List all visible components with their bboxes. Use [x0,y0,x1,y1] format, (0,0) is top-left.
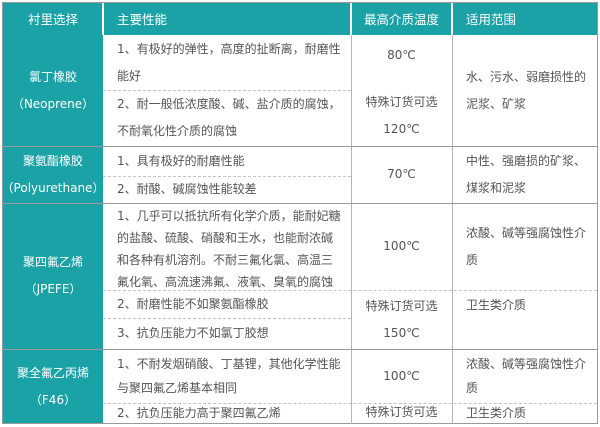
lining-name: 氯丁橡胶 [28,69,77,84]
lining-polyurethane: 聚氨酯橡胶 （Polyurethane） [1,146,105,203]
temp-cell: 70℃ [351,146,452,203]
temp-text: 80℃ [387,47,416,62]
header-text: 最高介质温度 [363,11,439,27]
property-text: 3、抗负压能力不如氯丁胶想 [117,326,269,340]
range-cell: 卫生类介质 [452,290,597,320]
temp-cell: 100℃ [351,349,452,403]
property-text: 2、耐一般低浓度酸、碱、盐介质的腐蚀，不耐氧化性介质的腐蚀 [117,97,341,138]
dashed-divider [103,290,597,291]
divider [451,3,453,35]
property-cell: 2、耐磨性能不如聚氨酯橡胶 [103,290,351,318]
lining-f46: 聚全氟乙丙烯 （F46） [3,349,103,424]
property-text: 2、耐磨性能不如聚氨酯橡胶 [117,296,269,311]
property-cell: 1、几乎可以抵抗所有化学介质，能耐妃糖的盐酸、硫酸、硝酸和王水，也能耐浓碱和各种… [103,203,351,290]
temp-text: 70℃ [387,167,416,181]
temp-special-text: 特殊订货可选 [365,298,438,313]
property-cell: 2、耐酸、碱腐蚀性能较差 [103,176,351,203]
property-cell: 1、具有极好的耐磨性能 [103,146,351,176]
divider [3,203,597,204]
property-text: 1、有极好的弹性，高度的扯断离，耐磨性能好 [117,41,341,83]
range-text: 浓酸、碱等强腐蚀性介质 [466,225,587,267]
dashed-divider [103,90,351,91]
divider [3,349,597,350]
range-cell: 卫生类介质 [452,403,597,424]
lining-en: （Polyurethane） [1,180,105,195]
temp-special-text: 特殊订货可选 [365,95,438,109]
lining-name: 聚全氟乙丙烯 [16,365,89,380]
range-cell: 浓酸、碱等强腐蚀性介质 [452,349,597,403]
temp-special-text: 特殊订货可选 [365,405,438,419]
property-cell: 1、不耐发烟硝酸、丁基锂，其他化学性能与聚四氟乙烯基本相同 [103,349,351,403]
temp-text: 100℃ [383,368,420,383]
range-cell: 浓酸、碱等强腐蚀性介质 [452,203,597,290]
range-cell: 水、污水、弱磨损性的泥浆、矿浆 [452,35,597,146]
temp-cell: 80℃ [351,35,452,75]
range-text: 卫生类介质 [466,406,527,420]
property-cell: 1、有极好的弹性，高度的扯断离，耐磨性能好 [103,35,351,90]
temp-special-value: 120℃ [383,122,420,136]
temp-text: 100℃ [383,239,420,253]
header-text: 适用范围 [466,11,517,27]
divider [350,3,352,35]
property-text: 1、不耐发烟硝酸、丁基锂，其他化学性能与聚四氟乙烯基本相同 [117,357,341,395]
range-text: 浓酸、碱等强腐蚀性介质 [466,357,587,395]
temp-special-cell: 特殊订货可选 [351,403,452,424]
divider [102,3,104,35]
temp-special-cell: 特殊订货可选 120℃ [351,88,452,144]
dashed-divider [103,403,597,404]
range-text: 卫生类介质 [466,297,527,312]
header-text: 主要性能 [117,11,168,27]
property-text: 1、具有极好的耐磨性能 [117,153,245,168]
header-range: 适用范围 [452,3,597,35]
property-cell: 2、耐一般低浓度酸、碱、盐介质的腐蚀，不耐氧化性介质的腐蚀 [103,90,351,146]
lining-neoprene: 氯丁橡胶 （Neoprene） [3,35,103,146]
temp-special-cell: 特殊订货可选 150℃ [351,290,452,349]
lining-en: （F46） [29,392,77,407]
dashed-divider [103,318,351,319]
divider [452,35,453,424]
property-text: 2、耐酸、碱腐蚀性能较差 [117,182,257,196]
range-cell: 中性、强磨损的矿浆、煤浆和泥浆 [452,146,597,203]
property-text: 1、几乎可以抵抗所有化学介质，能耐妃糖的盐酸、硫酸、硝酸和王水，也能耐浓碱和各种… [117,209,341,289]
divider [351,35,352,424]
property-text: 2、抗负压能力高于聚四氟乙烯 [117,406,281,420]
divider [3,146,597,147]
lining-en: （JPEFE） [24,282,82,296]
lining-name: 聚氨酯橡胶 [22,153,83,168]
lining-ptfe: 聚四氟乙烯 （JPEFE） [3,203,103,349]
range-text: 中性、强磨损的矿浆、煤浆和泥浆 [466,153,587,195]
range-text: 水、污水、弱磨损性的泥浆、矿浆 [466,69,587,111]
header-text: 衬里选择 [27,11,78,27]
temp-special-value: 150℃ [383,325,420,340]
dashed-divider [103,176,351,177]
lining-name: 聚四氟乙烯 [22,255,83,269]
lining-en: （Neoprene） [11,96,95,111]
property-cell: 3、抗负压能力不如氯丁胶想 [103,318,351,349]
temp-cell: 100℃ [351,203,452,290]
header-lining: 衬里选择 [3,3,103,35]
header-temperature: 最高介质温度 [351,3,452,35]
header-properties: 主要性能 [103,3,351,35]
property-cell: 2、抗负压能力高于聚四氟乙烯 [103,403,351,424]
